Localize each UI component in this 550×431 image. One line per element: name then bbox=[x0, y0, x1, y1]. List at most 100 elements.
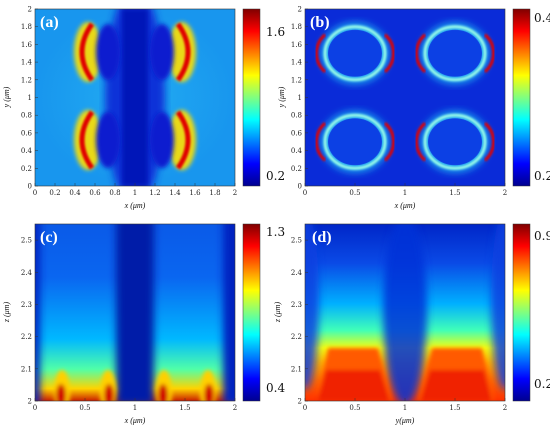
ring-hot-left bbox=[414, 122, 427, 162]
x-tick-label: 2 bbox=[233, 189, 237, 197]
y-tick-label: 2.2 bbox=[21, 333, 32, 341]
x-ticks-d: 0 0.5 1 1.5 2 bbox=[303, 398, 507, 412]
y-axis-label-c: z (μm) bbox=[2, 302, 11, 324]
x-tick-label: 1.5 bbox=[449, 404, 460, 412]
y-ticks-c: 2 2.1 2.2 2.3 2.4 2.5 bbox=[21, 237, 38, 406]
y-tick-label: 1 bbox=[28, 94, 32, 102]
colorbar-d: 0.9 0.2 bbox=[512, 223, 550, 402]
y-ticks-d: 2 2.1 2.2 2.3 2.4 2.5 bbox=[291, 237, 308, 406]
colorbar-a-min: 0.2 bbox=[266, 169, 285, 183]
x-ticks-c: 0 0.5 1 1.5 2 bbox=[33, 398, 237, 412]
x-tick-label: 1.5 bbox=[449, 189, 460, 197]
x-tick-label: 0.5 bbox=[349, 404, 360, 412]
panel-b: (b) 0.4 0.2 0 0.5 1 1.5 2 0 0.2 0.4 0.6 0.8 1 1.2 1… bbox=[277, 6, 550, 211]
ring-core bbox=[428, 118, 482, 166]
colorbar-b-min: 0.2 bbox=[534, 169, 550, 183]
y-tick-label: 1.6 bbox=[291, 41, 303, 49]
x-tick-label: 0 bbox=[33, 189, 37, 197]
ring-edge bbox=[423, 25, 487, 82]
ring-hot-left bbox=[314, 33, 327, 73]
y-tick-label: 2.3 bbox=[291, 301, 302, 309]
heatmap-c bbox=[35, 224, 235, 401]
x-ticks-a: 0 0.2 0.4 0.6 0.8 1 1.2 1.4 1.6 1.8 2 bbox=[33, 183, 237, 197]
y-tick-label: 0.2 bbox=[291, 165, 302, 173]
ring-edge bbox=[323, 113, 387, 170]
y-tick-label: 2.5 bbox=[291, 237, 302, 245]
y-tick-label: 2.3 bbox=[21, 301, 32, 309]
y-tick-label: 0.6 bbox=[21, 129, 33, 137]
y-tick-label: 2 bbox=[298, 6, 302, 14]
ring-core bbox=[328, 29, 382, 77]
panel-label-d: (d) bbox=[312, 229, 332, 246]
colorbar-a-max: 1.6 bbox=[266, 25, 285, 39]
ring-core bbox=[428, 29, 482, 77]
y-tick-label: 2.5 bbox=[21, 237, 32, 245]
panel-label-a: (a) bbox=[40, 14, 59, 31]
x-tick-label: 1 bbox=[403, 404, 407, 412]
x-axis-label-b: x (μm) bbox=[394, 201, 416, 210]
x-tick-label: 0.2 bbox=[49, 189, 60, 197]
x-tick-label: 0 bbox=[303, 404, 307, 412]
x-ticks-b: 0 0.5 1 1.5 2 bbox=[303, 183, 507, 197]
x-axis-label-c: x (μm) bbox=[124, 416, 146, 425]
heatmap-d bbox=[305, 224, 505, 401]
y-tick-label: 1 bbox=[298, 94, 302, 102]
x-tick-label: 0 bbox=[303, 189, 307, 197]
y-tick-label: 2 bbox=[28, 398, 32, 406]
panel-label-b: (b) bbox=[310, 14, 330, 31]
y-tick-label: 0 bbox=[298, 183, 302, 191]
x-tick-label: 1.2 bbox=[149, 189, 160, 197]
y-tick-label: 0.8 bbox=[21, 112, 32, 120]
x-tick-label: 0.5 bbox=[349, 189, 360, 197]
x-tick-label: 1 bbox=[133, 404, 137, 412]
ring-hot-right bbox=[483, 33, 496, 73]
x-tick-label: 0.6 bbox=[89, 189, 101, 197]
y-tick-label: 0 bbox=[28, 183, 32, 191]
colorbar-c-max: 1.3 bbox=[266, 225, 285, 239]
panel-c: (c) 1.3 0.4 0 0.5 1 1.5 2 2 2.1 2.2 2.3 2.4 2.5 x… bbox=[2, 223, 285, 425]
colorbar-d-min: 0.2 bbox=[534, 377, 550, 391]
y-tick-label: 1.4 bbox=[21, 59, 33, 67]
y-tick-label: 2.4 bbox=[21, 269, 33, 277]
x-tick-label: 1 bbox=[133, 189, 137, 197]
colorbar-a: 1.6 0.2 bbox=[242, 8, 285, 187]
colorbar-b-max: 0.4 bbox=[534, 11, 550, 25]
panel-a: (a) 1.6 0.2 0 0.2 0.4 0.6 0.8 1 1.2 1.4 1.6 1.8 2 … bbox=[2, 6, 285, 211]
ring-edge bbox=[323, 25, 387, 82]
y-tick-label: 2.4 bbox=[291, 269, 303, 277]
ring-hot-left bbox=[414, 33, 427, 73]
x-tick-label: 1.5 bbox=[179, 404, 190, 412]
y-tick-label: 1.8 bbox=[21, 23, 32, 31]
ring-hot-right bbox=[483, 122, 496, 162]
heatmap-a bbox=[35, 9, 235, 186]
ring-hot-right bbox=[383, 33, 396, 73]
x-tick-label: 2 bbox=[503, 189, 507, 197]
panel-d: (d) 0.9 0.2 0 0.5 1 1.5 2 2 2.1 2.2 2.3 2.4 2.5 y… bbox=[273, 223, 550, 425]
y-axis-label-d: z (μm) bbox=[273, 302, 282, 324]
colorbar-d-max: 0.9 bbox=[534, 229, 550, 243]
x-tick-label: 0.8 bbox=[109, 189, 120, 197]
y-tick-label: 0.4 bbox=[21, 147, 33, 155]
x-tick-label: 0.4 bbox=[69, 189, 81, 197]
y-tick-label: 0.4 bbox=[291, 147, 303, 155]
panel-label-c: (c) bbox=[40, 229, 58, 246]
y-tick-label: 2.1 bbox=[21, 365, 32, 373]
x-tick-label: 2 bbox=[233, 404, 237, 412]
y-tick-label: 2.1 bbox=[291, 365, 302, 373]
y-axis-label-a: y (μm) bbox=[2, 86, 11, 108]
ring-hot-right bbox=[383, 122, 396, 162]
x-axis-label-a: x (μm) bbox=[124, 201, 146, 210]
y-tick-label: 2 bbox=[298, 398, 302, 406]
y-tick-label: 1.6 bbox=[21, 41, 33, 49]
x-tick-label: 1.6 bbox=[189, 189, 201, 197]
x-tick-label: 0 bbox=[33, 404, 37, 412]
colorbar-c-min: 0.4 bbox=[266, 381, 285, 395]
y-axis-label-b: y (μm) bbox=[277, 86, 286, 108]
y-ticks-a: 0 0.2 0.4 0.6 0.8 1 1.2 1.4 1.6 1.8 2 bbox=[21, 6, 38, 191]
x-tick-label: 1 bbox=[403, 189, 407, 197]
y-tick-label: 0.6 bbox=[291, 129, 303, 137]
colorbar-b: 0.4 0.2 bbox=[512, 8, 550, 187]
y-tick-label: 1.2 bbox=[21, 76, 32, 84]
y-tick-label: 2 bbox=[28, 6, 32, 14]
